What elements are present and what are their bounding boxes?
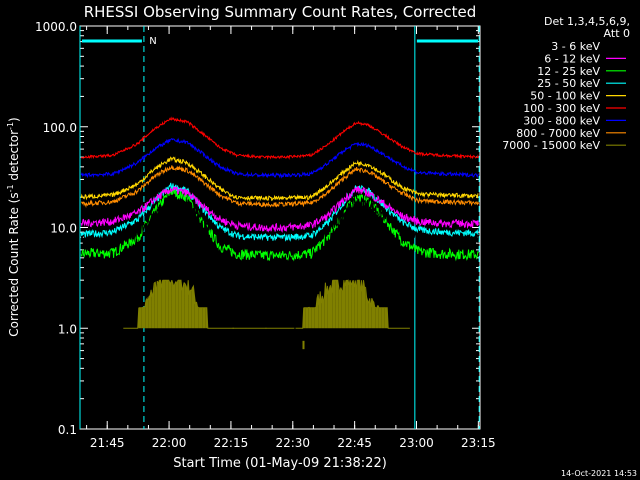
chart-title: RHESSI Observing Summary Count Rates, Co… [84, 3, 477, 21]
series-trace-7000-15000-kev [123, 279, 410, 329]
x-tick-label: 22:30 [275, 436, 310, 450]
y-axis-label-superscript-1: -1 [6, 184, 15, 192]
x-tick-label: 22:00 [152, 436, 187, 450]
y-axis-label-superscript-2: -1 [6, 122, 15, 130]
y-axis-label-detector: detector [7, 130, 21, 185]
state-label: N [149, 36, 156, 47]
series-trace-300-800kev [80, 137, 479, 179]
y-tick-label: 1000.0 [35, 20, 77, 34]
legend-label: 300 - 800 keV [523, 114, 600, 127]
legend-label: 6 - 12 keV [544, 52, 600, 65]
y-axis-label-main: Corrected Count Rate (s [7, 192, 21, 336]
series-trace-25-50kev [80, 182, 479, 242]
legend-header-line-2: Att 0 [604, 27, 630, 40]
y-tick-label: 0.1 [58, 423, 77, 437]
series-trace-100-300kev [80, 116, 479, 160]
y-axis-label-end: ) [7, 117, 21, 122]
series-trace-6-12kev [80, 185, 479, 233]
y-tick-label: 100.0 [43, 121, 77, 135]
x-axis-label: Start Time (01-May-09 21:38:22) [173, 456, 387, 471]
series-trace-800-7000kev [81, 165, 479, 208]
x-tick-label: 23:00 [399, 436, 434, 450]
series-trace-50-100kev [80, 156, 479, 202]
legend-label: 100 - 300 keV [523, 102, 600, 115]
x-tick-label: 23:15 [461, 436, 496, 450]
legend-label: 7000 - 15000 keV [502, 139, 600, 152]
x-tick-label: 21:45 [90, 436, 125, 450]
y-tick-label: 10.0 [50, 222, 77, 236]
x-tick-label: 22:15 [214, 436, 249, 450]
series-trace-3-6kev [80, 196, 479, 252]
legend-label: 25 - 50 keV [537, 77, 600, 90]
y-axis-label: Corrected Count Rate (s-1 detector-1) [6, 117, 21, 336]
legend-label: 3 - 6 keV [551, 40, 600, 53]
legend-label: 50 - 100 keV [530, 90, 600, 103]
series-layer [80, 116, 479, 350]
legend-label: 12 - 25 keV [537, 65, 600, 78]
axes-layer: 0.1 1.0 10.0 100.0 1000.0 21:45 22:00 22:15 22:3… [35, 20, 496, 450]
y-tick-label: 1.0 [58, 322, 77, 336]
x-tick-label: 22:45 [337, 436, 372, 450]
legend-header-line-1: Det 1,3,4,5,6,9, [544, 15, 630, 28]
legend-label: 800 - 7000 keV [516, 127, 600, 140]
generated-timestamp: 14-Oct-2021 14:53 [561, 469, 637, 478]
